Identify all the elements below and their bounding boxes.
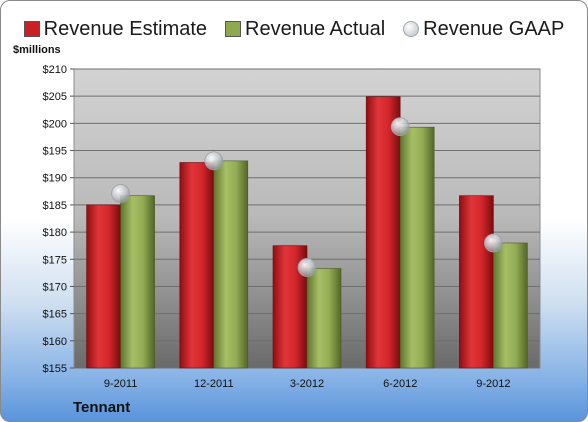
bar-revenue-actual: [493, 242, 528, 369]
point-revenue-gaap: [483, 233, 503, 253]
legend-swatch-gaap: [403, 21, 420, 37]
x-tick-label: 6-2012: [383, 378, 417, 390]
bar-revenue-estimate: [365, 96, 401, 369]
company-name: Tennant: [73, 399, 131, 416]
y-tick-label: $190: [43, 173, 67, 185]
bar-revenue-actual: [213, 160, 249, 369]
bar-revenue-estimate: [86, 204, 121, 369]
legend-label-actual: Revenue Actual: [245, 17, 386, 40]
legend-item-estimate: Revenue Estimate: [23, 17, 208, 41]
plot-area: $155 $160 $165 $170 $175 $180 $185 $190 $195 $200…: [43, 64, 541, 390]
point-revenue-gaap: [297, 258, 317, 277]
legend-swatch-estimate: [23, 21, 40, 37]
bar-revenue-actual: [120, 195, 155, 369]
bar-revenue-estimate: [459, 195, 494, 369]
y-tick-label: $185: [43, 200, 67, 212]
y-tick-label: $155: [43, 363, 67, 375]
y-tick-label: $175: [43, 254, 67, 266]
legend-item-actual: Revenue Actual: [225, 18, 385, 41]
legend: Revenue Estimate Revenue Actual Revenue …: [1, 15, 587, 43]
point-revenue-gaap: [390, 117, 410, 137]
legend-item-gaap: Revenue GAAP: [403, 18, 564, 41]
legend-label-estimate: Revenue Estimate: [43, 17, 208, 40]
y-tick-label: $165: [43, 309, 67, 321]
x-tick-label: 9-2012: [476, 378, 510, 390]
y-tick-label: $180: [43, 227, 67, 239]
legend-label-gaap: Revenue GAAP: [423, 17, 565, 40]
y-tick-label: $210: [43, 64, 67, 76]
x-tick-label: 9-2011: [104, 378, 137, 390]
y-tick-label: $205: [43, 91, 67, 103]
y-tick-label: $200: [43, 118, 67, 130]
y-tick-label: $195: [43, 146, 67, 158]
bar-revenue-estimate: [179, 162, 215, 369]
bar-revenue-actual: [399, 126, 435, 369]
point-revenue-gaap: [204, 151, 224, 171]
y-tick-label: $160: [43, 336, 67, 348]
x-tick-label: 3-2012: [290, 378, 324, 390]
point-revenue-gaap: [111, 184, 130, 203]
y-tick-label: $170: [43, 281, 67, 293]
legend-swatch-actual: [225, 21, 242, 37]
x-tick-label: 12-2011: [194, 378, 234, 390]
bar-revenue-actual: [306, 268, 342, 369]
y-axis-label: $millions: [13, 44, 61, 56]
